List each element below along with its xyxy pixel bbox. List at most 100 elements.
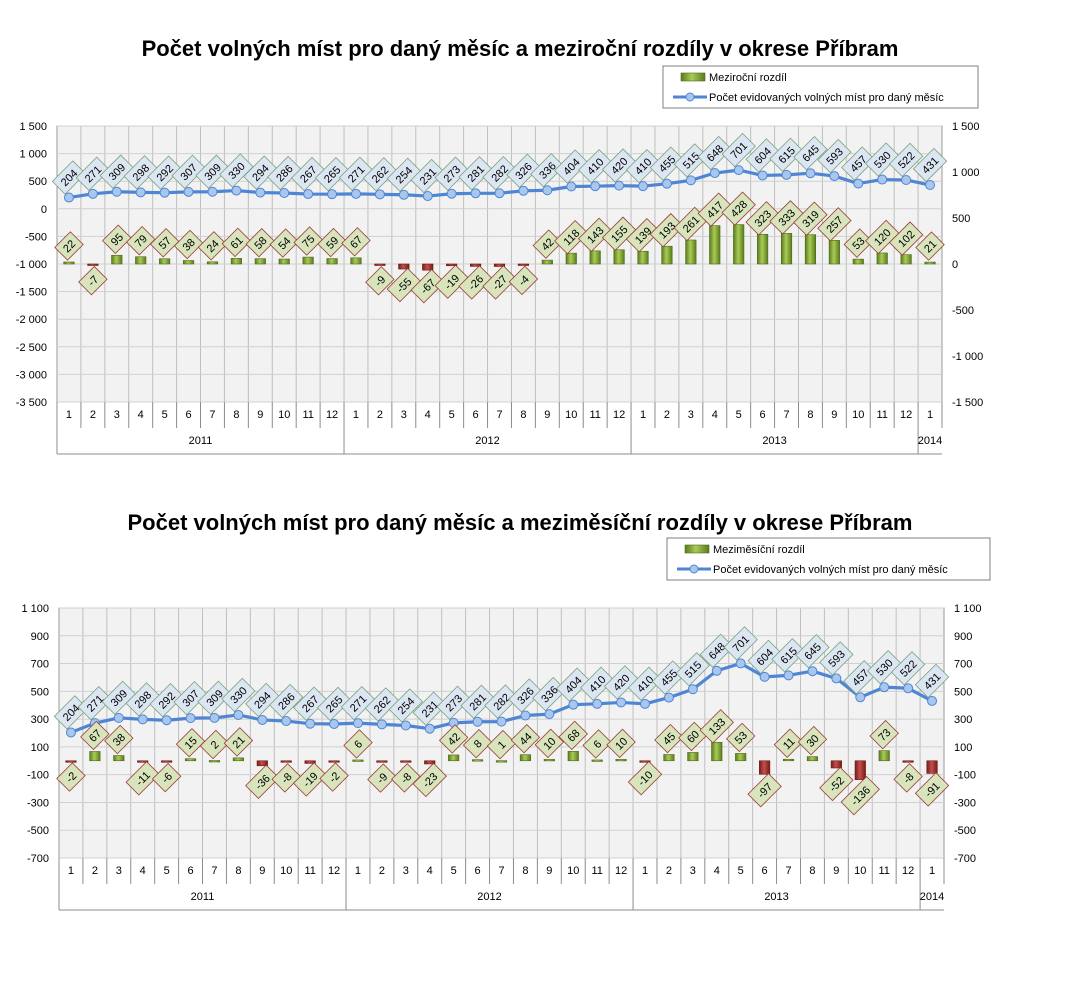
month-tick-label: 12 — [902, 865, 914, 877]
data-label-box — [769, 137, 804, 173]
line-data-label: 645 — [793, 136, 828, 171]
right-axis-tick: -1 500 — [952, 397, 983, 409]
right-axis-tick: 700 — [954, 659, 972, 671]
month-tick-label: 1 — [355, 865, 361, 877]
month-tick-label: 10 — [852, 409, 864, 421]
bar-data-label: -8 — [391, 763, 421, 793]
data-label-box — [769, 200, 804, 235]
bar — [711, 742, 723, 762]
data-label-box — [912, 147, 948, 183]
bar — [302, 256, 314, 265]
data-label-box — [579, 666, 615, 702]
month-tick-label: 9 — [259, 865, 265, 877]
bar — [280, 760, 292, 763]
right-axis-tick: -500 — [952, 305, 974, 317]
legend-box — [666, 537, 991, 581]
right-axis-tick: -1 000 — [952, 351, 983, 363]
data-label-box — [840, 776, 880, 816]
month-tick-label: 12 — [326, 409, 338, 421]
line-data-label: 309 — [101, 680, 136, 716]
left-axis-tick: -1 500 — [16, 287, 47, 299]
data-label-box — [319, 762, 349, 792]
bar — [613, 249, 625, 265]
bar — [446, 263, 458, 267]
bar — [278, 258, 290, 265]
bar — [493, 263, 506, 267]
line-data-label: 309 — [195, 154, 230, 189]
bar-data-label: 61 — [221, 227, 252, 258]
data-label-box — [102, 224, 132, 254]
line-marker — [329, 718, 340, 729]
data-label-box — [269, 683, 304, 719]
month-tick-label: 3 — [401, 409, 407, 421]
data-label-box — [199, 729, 230, 760]
bar-data-label: 67 — [341, 227, 371, 257]
line-data-label: 522 — [890, 651, 926, 686]
bar-data-label: 118 — [554, 219, 589, 255]
line-data-label: 271 — [75, 156, 111, 192]
bar — [902, 760, 914, 763]
bar-data-label: 6 — [582, 729, 612, 759]
line-data-label: 271 — [77, 685, 113, 721]
data-label-box — [482, 265, 517, 300]
data-label-box — [843, 660, 878, 695]
line-data-label: 292 — [149, 683, 184, 718]
line-marker — [327, 189, 338, 200]
line-marker — [281, 716, 292, 727]
line-data-label: 330 — [219, 153, 254, 188]
month-tick-label: 2 — [92, 865, 98, 877]
bar — [206, 261, 219, 265]
bar-data-label: 42 — [438, 724, 469, 754]
line-data-label: 273 — [436, 685, 471, 721]
data-label-box — [197, 231, 228, 261]
bar-data-label: -6 — [151, 762, 182, 793]
line-marker — [757, 170, 768, 181]
line-marker — [137, 714, 148, 725]
bar — [135, 256, 147, 265]
right-axis-tick: 1 000 — [952, 167, 980, 179]
legend-label: Meziměsíční rozdíl — [713, 544, 805, 556]
right-axis-tick: 500 — [952, 213, 970, 225]
data-label-box — [75, 156, 111, 192]
line-marker — [185, 713, 196, 724]
data-label-box — [649, 146, 685, 181]
line-data-label: 615 — [771, 638, 806, 673]
bar-data-label: -52 — [819, 766, 854, 802]
line-marker — [566, 181, 577, 192]
month-tick-label: 2 — [379, 865, 385, 877]
line-marker — [113, 712, 124, 723]
chart-1: 1 500 1 000 500 0 -500 -1 000 -1 500 -2 000 -2 5… — [16, 65, 983, 455]
left-axis-tick: -2 500 — [16, 342, 47, 354]
line-marker — [614, 180, 625, 191]
bar-data-label: -11 — [125, 761, 160, 796]
bar — [424, 760, 436, 765]
left-axis-tick: 1 100 — [21, 603, 49, 615]
bar — [182, 260, 195, 265]
bar — [398, 263, 410, 270]
data-label-box — [460, 684, 495, 719]
data-label-box — [195, 154, 230, 189]
line-data-label: 298 — [123, 155, 158, 190]
line-data-label: 292 — [147, 155, 182, 190]
bar — [495, 760, 508, 763]
data-label-box — [869, 719, 899, 750]
data-label-box — [99, 154, 134, 189]
bar-data-label: -36 — [245, 764, 280, 799]
line-data-label: 648 — [699, 633, 734, 668]
bar — [448, 754, 460, 762]
line-marker — [903, 683, 914, 694]
bar-data-label: -9 — [365, 266, 395, 296]
bar-data-label: 38 — [104, 724, 134, 755]
data-label-box — [654, 723, 684, 754]
line-data-label: 231 — [410, 158, 445, 194]
bar-data-label: -9 — [367, 763, 397, 793]
line-marker — [111, 186, 122, 197]
data-label-box — [341, 227, 371, 257]
bar — [733, 224, 745, 265]
bar-data-label: 333 — [769, 200, 804, 235]
bar-data-label: 21 — [223, 727, 254, 757]
data-label-box — [245, 227, 276, 258]
data-label-box — [914, 663, 950, 699]
bar — [254, 258, 266, 265]
data-label-box — [388, 688, 424, 723]
